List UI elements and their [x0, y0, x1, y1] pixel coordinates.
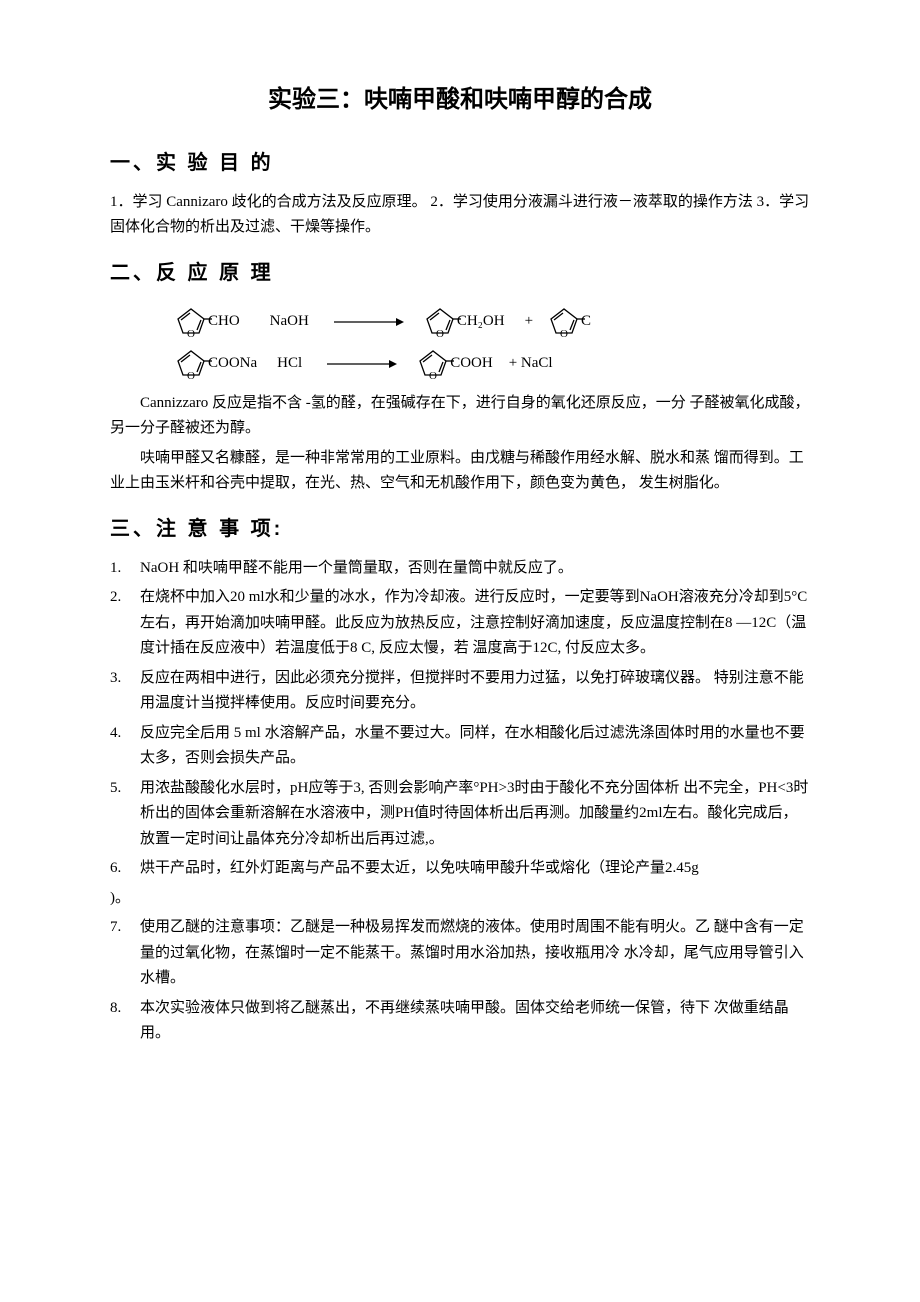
section2-heading: 二、反 应 原 理 [110, 256, 810, 290]
note-number: 5. [110, 776, 140, 853]
note-number: 3. [110, 666, 140, 717]
list-item: 6.烘干产品时，红外灯距离与产品不要太近，以免呋喃甲酸升华或熔化（理论产量2.4… [110, 856, 810, 882]
list-item: 4.反应完全后用 5 ml 水溶解产品，水量不要过大。同样，在水相酸化后过滤洗涤… [110, 721, 810, 772]
section2-para1: Cannizzaro 反应是指不含 -氢的醛，在强碱存在下，进行自身的氧化还原反… [110, 391, 810, 442]
arrow-icon [334, 316, 404, 328]
svg-text:O: O [436, 328, 444, 339]
list-item: 3.反应在两相中进行，因此必须充分搅拌，但搅拌时不要用力过猛，以免打碎玻璃仪器。… [110, 666, 810, 717]
note-text: 本次实验液体只做到将乙醚蒸出，不再继续蒸呋喃甲酸。固体交给老师统一保管，待下 次… [140, 996, 810, 1047]
note-number: 4. [110, 721, 140, 772]
page-title: 实验三：呋喃甲酸和呋喃甲醇的合成 [110, 80, 810, 121]
rx2-product1: COOH [450, 351, 493, 377]
furan-ring-icon: O [170, 305, 212, 339]
note-text: )。 [110, 886, 130, 912]
list-item: 2.在烧杯中加入20 ml水和少量的冰水，作为冷却液。进行反应时，一定要等到Na… [110, 585, 810, 662]
section3-heading: 三、注 意 事 项: [110, 512, 810, 546]
note-text: NaOH 和呋喃甲醛不能用一个量筒量取，否则在量筒中就反应了。 [140, 556, 810, 582]
rx2-reagent: HCl [277, 351, 302, 377]
furan-ring-icon: O [412, 347, 454, 381]
note-number: 7. [110, 915, 140, 992]
reaction-2: O COONa HCl O COOH + NaCl [170, 347, 810, 381]
rx1-substrate: CHO [208, 309, 240, 335]
list-item: 7.使用乙醚的注意事项：乙醚是一种极易挥发而燃烧的液体。使用时周围不能有明火。乙… [110, 915, 810, 992]
rx1-reagent: NaOH [270, 309, 309, 335]
section1-heading: 一、实 验 目 的 [110, 146, 810, 180]
note-text: 使用乙醚的注意事项：乙醚是一种极易挥发而燃烧的液体。使用时周围不能有明火。乙 醚… [140, 915, 810, 992]
rx1-product1: CH₂OH [457, 309, 505, 335]
reaction-1: O CHO NaOH O CH₂OH + O C [170, 305, 810, 339]
list-item: 5.用浓盐酸酸化水层时，pH应等于3, 否则会影响产率°PH>3时由于酸化不充分… [110, 776, 810, 853]
notes-list: 1.NaOH 和呋喃甲醛不能用一个量筒量取，否则在量筒中就反应了。2.在烧杯中加… [110, 556, 810, 1047]
svg-text:O: O [187, 328, 195, 339]
svg-text:O: O [187, 370, 195, 381]
svg-text:O: O [560, 328, 568, 339]
list-item: 1.NaOH 和呋喃甲醛不能用一个量筒量取，否则在量筒中就反应了。 [110, 556, 810, 582]
note-text: 反应在两相中进行，因此必须充分搅拌，但搅拌时不要用力过猛，以免打碎玻璃仪器。 特… [140, 666, 810, 717]
rx1-product2: C [581, 309, 591, 335]
rx1-plus: + [525, 309, 533, 335]
reaction-scheme: O CHO NaOH O CH₂OH + O C [170, 305, 810, 381]
note-number: 6. [110, 856, 140, 882]
rx2-substrate: COONa [208, 351, 257, 377]
note-text: 在烧杯中加入20 ml水和少量的冰水，作为冷却液。进行反应时，一定要等到NaOH… [140, 585, 810, 662]
rx2-plus: + NaCl [509, 351, 553, 377]
list-item: )。 [110, 886, 810, 912]
note-text: 用浓盐酸酸化水层时，pH应等于3, 否则会影响产率°PH>3时由于酸化不充分固体… [140, 776, 810, 853]
list-item: 8.本次实验液体只做到将乙醚蒸出，不再继续蒸呋喃甲酸。固体交给老师统一保管，待下… [110, 996, 810, 1047]
note-text: 烘干产品时，红外灯距离与产品不要太近，以免呋喃甲酸升华或熔化（理论产量2.45g [140, 856, 810, 882]
note-number: 8. [110, 996, 140, 1047]
section2-para2: 呋喃甲醛又名糠醛，是一种非常常用的工业原料。由戊糖与稀酸作用经水解、脱水和蒸 馏… [110, 446, 810, 497]
furan-ring-icon: O [419, 305, 461, 339]
section1-text: 1．学习 Cannizaro 歧化的合成方法及反应原理。 2．学习使用分液漏斗进… [110, 190, 810, 241]
arrow-icon [327, 358, 397, 370]
furan-ring-icon: O [170, 347, 212, 381]
note-number: 2. [110, 585, 140, 662]
note-text: 反应完全后用 5 ml 水溶解产品，水量不要过大。同样，在水相酸化后过滤洗涤固体… [140, 721, 810, 772]
furan-ring-icon: O [543, 305, 585, 339]
svg-text:O: O [429, 370, 437, 381]
note-number: 1. [110, 556, 140, 582]
